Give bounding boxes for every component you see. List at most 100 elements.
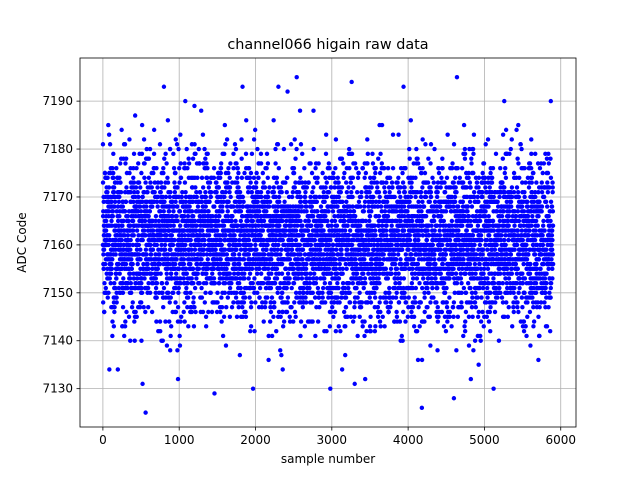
data-point — [328, 237, 333, 243]
data-point — [392, 261, 398, 267]
data-point — [461, 333, 466, 339]
data-point — [362, 376, 368, 382]
data-point — [112, 309, 117, 315]
data-point — [185, 281, 190, 286]
data-point — [435, 319, 441, 324]
data-point — [420, 185, 425, 190]
data-point — [305, 228, 311, 233]
data-point — [228, 161, 233, 166]
data-point — [310, 319, 315, 324]
data-point — [342, 218, 347, 224]
data-point — [321, 252, 326, 257]
data-point — [225, 180, 230, 185]
data-point — [358, 204, 363, 209]
data-point — [366, 271, 371, 276]
data-point — [164, 343, 170, 348]
data-point — [112, 199, 118, 204]
data-point — [301, 285, 306, 291]
data-point — [398, 185, 403, 190]
data-point — [378, 204, 384, 209]
data-point — [385, 276, 391, 281]
data-point — [382, 209, 388, 214]
data-point — [331, 252, 336, 257]
data-point — [275, 142, 281, 147]
data-point — [375, 204, 380, 209]
data-point — [326, 209, 331, 214]
data-point — [338, 328, 343, 334]
data-point — [378, 237, 384, 243]
data-point — [203, 204, 208, 209]
data-point — [269, 333, 275, 339]
data-point — [407, 156, 412, 161]
data-point — [466, 213, 472, 219]
data-point — [162, 247, 168, 252]
data-point — [158, 189, 163, 195]
data-point — [459, 281, 464, 286]
data-point — [333, 328, 339, 334]
data-point — [265, 175, 270, 181]
data-point — [137, 204, 143, 209]
data-point — [257, 285, 263, 291]
data-point — [431, 180, 436, 185]
data-point — [242, 276, 247, 281]
data-point — [353, 257, 358, 262]
data-point — [253, 300, 258, 305]
data-point — [362, 276, 368, 281]
data-point — [171, 209, 176, 214]
data-point — [127, 242, 132, 248]
data-point — [103, 218, 109, 224]
data-point — [180, 189, 185, 195]
data-point — [165, 252, 171, 257]
data-point — [283, 228, 288, 233]
data-point — [186, 233, 191, 238]
data-point — [362, 204, 367, 209]
data-point — [248, 328, 253, 334]
data-point — [238, 233, 243, 238]
data-point — [116, 199, 122, 204]
data-point — [241, 257, 247, 262]
data-point — [295, 276, 301, 281]
data-point — [449, 223, 455, 228]
data-point — [355, 333, 360, 339]
data-point — [418, 300, 423, 305]
data-point — [150, 204, 155, 209]
data-point — [410, 285, 415, 291]
data-point — [292, 185, 297, 190]
data-point — [457, 175, 463, 181]
data-point — [138, 185, 143, 190]
data-point — [177, 343, 183, 348]
data-point — [206, 309, 211, 315]
data-point — [207, 199, 212, 204]
data-point — [310, 290, 315, 296]
data-point — [313, 261, 318, 267]
data-point — [313, 166, 318, 171]
data-point — [151, 127, 157, 133]
data-point — [242, 295, 248, 300]
data-point — [402, 290, 407, 296]
data-point — [372, 295, 378, 300]
data-point — [254, 247, 259, 252]
data-point — [466, 175, 471, 181]
data-point — [138, 257, 143, 262]
data-point — [284, 189, 289, 195]
data-point — [340, 266, 345, 272]
data-point — [137, 271, 143, 276]
data-point — [296, 257, 301, 262]
data-point — [420, 223, 426, 228]
data-point — [165, 180, 171, 185]
data-point — [431, 218, 437, 224]
data-point — [170, 199, 175, 204]
data-point — [218, 237, 224, 243]
data-point — [131, 180, 137, 185]
data-point — [343, 352, 348, 358]
data-point — [175, 376, 181, 382]
data-point — [299, 271, 304, 276]
data-point — [283, 233, 288, 238]
data-point — [249, 213, 254, 219]
data-point — [277, 285, 282, 291]
data-point — [246, 252, 252, 257]
data-point — [393, 233, 398, 238]
data-point — [183, 189, 188, 195]
data-point — [304, 271, 309, 276]
data-point — [428, 161, 433, 166]
